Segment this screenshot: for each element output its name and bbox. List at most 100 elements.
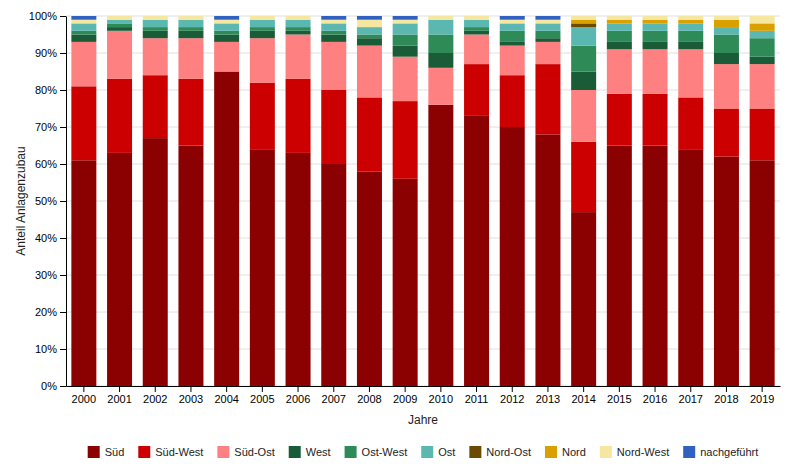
bar-segment [464,20,489,27]
bar-segment [107,20,132,24]
bar-segment [500,75,525,127]
legend-label: Süd-Ost [234,446,274,458]
bar-segment [143,31,168,38]
tick-label: 40% [35,232,57,244]
bar-segment [714,16,739,20]
bar-segment [750,57,775,64]
x-tick: 2013 [536,386,560,405]
bar-series [571,20,774,31]
bar-segment [107,31,132,79]
x-tick: 2001 [107,386,131,405]
bar-segment [535,134,560,386]
bar-segment [678,20,703,24]
bar-segment [321,16,346,20]
tick-mark [547,386,548,392]
bar-segment [178,27,203,31]
tick-label: 2002 [143,393,167,405]
bar-segment [643,20,668,24]
y-axis-title: Anteil Anlagenzubau [14,146,28,255]
bar-segment [714,109,739,157]
x-tick: 2006 [286,386,310,405]
legend-swatch [217,446,229,458]
legend-swatch [600,446,612,458]
tick-label: 90% [35,47,57,59]
tick-mark [262,386,263,392]
tick-mark [655,386,656,392]
tick-mark [298,386,299,392]
bar-segment [643,42,668,49]
bar-segment [393,20,418,24]
bar-segment [678,16,703,20]
tick-label: 70% [35,121,57,133]
tick-label: 2013 [536,393,560,405]
tick-mark [60,127,66,128]
bar-segment [500,127,525,386]
bar-segment [321,35,346,42]
bar-segment [607,49,632,93]
bar-segment [107,16,132,20]
tick-label: 2011 [465,393,489,405]
bar-segment [357,16,382,20]
tick-mark [190,386,191,392]
x-axis: 2000200120022003200420052006200720082009… [67,386,781,405]
bar-segment [393,46,418,57]
bar-segment [393,23,418,34]
legend-swatch [469,446,481,458]
bar-segment [571,46,596,72]
legend-swatch [345,446,357,458]
bar-segment [535,42,560,64]
bar-segment [250,27,275,31]
bar-segment [178,16,203,17]
bar-series [71,72,774,387]
legend-label: West [306,446,331,458]
tick-mark [60,16,66,17]
tick-mark [226,386,227,392]
x-tick: 2000 [72,386,96,405]
tick-mark [762,386,763,392]
bar-segment [535,16,560,20]
legend-item: Süd-Ost [217,446,274,458]
tick-mark [476,386,477,392]
tick-label: 2017 [679,393,703,405]
tick-mark [333,386,334,392]
bar-segment [71,23,96,30]
legend-swatch [138,446,150,458]
bar-series [71,20,774,46]
y-tick: 40% [35,232,66,244]
legend-item: nachgeführt [683,446,758,458]
bar-segment [393,57,418,101]
bar-segment [428,20,453,35]
legend-label: Nord-West [617,446,669,458]
bar-segment [535,20,560,24]
bar-segment [750,109,775,161]
tick-label: 50% [35,195,57,207]
bar-segment [178,31,203,38]
legend-swatch [421,446,433,458]
bar-segment [678,16,703,17]
tick-label: 2012 [500,393,524,405]
tick-label: 2014 [571,393,595,405]
bar-series [71,31,774,142]
bar-segment [143,75,168,138]
bar-segment [571,72,596,91]
legend-label: Süd [105,446,125,458]
bar-segment [678,23,703,30]
bar-segment [607,94,632,146]
tick-label: 2010 [429,393,453,405]
bar-series [71,27,774,90]
y-tick: 70% [35,121,66,133]
y-tick: 0% [41,380,66,392]
tick-label: 2000 [72,393,96,405]
legend-label: Süd-West [155,446,203,458]
bar-segment [750,23,775,30]
bar-segment [714,27,739,34]
tick-label: 2005 [250,393,274,405]
bar-segment [286,16,311,20]
bar-segment [286,35,311,79]
bar-segment [321,164,346,386]
legend-label: nachgeführt [700,446,758,458]
bar-segment [571,20,596,24]
tick-label: 80% [35,84,57,96]
bar-series [71,64,774,212]
bar-segment [250,16,275,20]
